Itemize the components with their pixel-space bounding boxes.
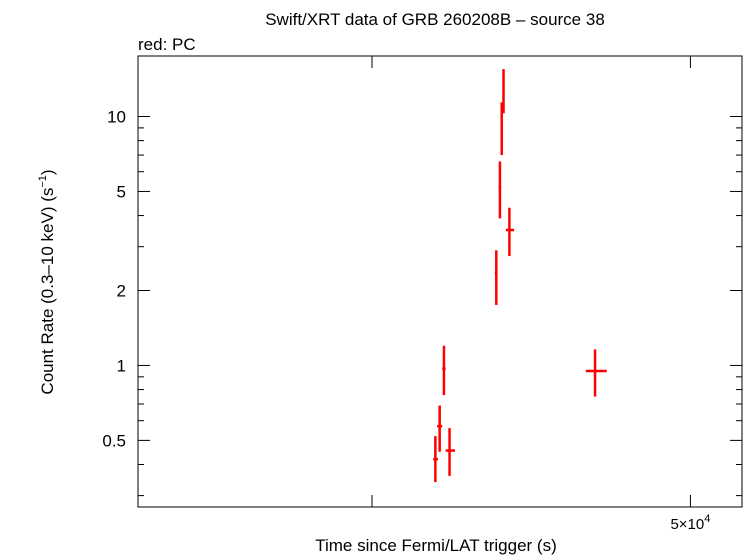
y-axis-ticks: 0.5 1 2 5 10 [102, 108, 742, 497]
y-tick-label: 2 [117, 282, 126, 301]
x-tick-label: 5×104 [670, 513, 710, 533]
data-point [433, 436, 438, 483]
x-axis-ticks: 5×104 [371, 56, 710, 533]
y-axis-label-exponent: −1 [37, 175, 49, 188]
data-series-pc [433, 69, 607, 483]
data-point [500, 102, 503, 156]
data-point [494, 250, 498, 305]
y-axis-label-close: ) [38, 169, 57, 175]
y-axis-label: Count Rate (0.3–10 keV) (s−1) [37, 169, 57, 394]
data-point [437, 405, 443, 452]
data-point [585, 349, 607, 397]
data-point [502, 69, 505, 114]
y-tick-label: 0.5 [102, 431, 126, 450]
y-tick-label: 10 [107, 108, 126, 127]
x-axis-label: Time since Fermi/LAT trigger (s) [315, 536, 557, 555]
chart-title: Swift/XRT data of GRB 260208B – source 3… [265, 10, 605, 29]
data-point [505, 207, 515, 257]
chart-subtitle: red: PC [138, 35, 196, 54]
x-tick-label-exponent: 4 [704, 513, 710, 525]
data-point [442, 345, 446, 396]
data-point [445, 428, 456, 476]
y-axis-label-main: Count Rate (0.3–10 keV) (s [38, 188, 57, 395]
y-tick-label: 1 [117, 356, 126, 375]
data-point [498, 161, 502, 219]
plot-area-frame [137, 55, 743, 508]
y-tick-label: 5 [117, 182, 126, 201]
x-tick-label-base: 5×10 [670, 516, 704, 533]
